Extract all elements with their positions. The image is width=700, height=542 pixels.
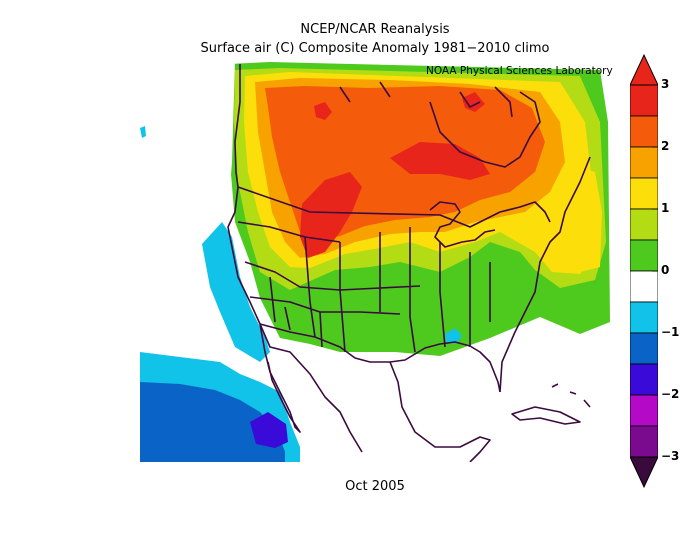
great-lakes [429, 201, 496, 248]
hudson-bay-warm-core [390, 142, 490, 180]
hudson-bay [429, 91, 541, 168]
arctic-warm-spot-2 [462, 92, 485, 112]
gulf-mexico-cool-spot [445, 328, 462, 344]
prairie-warm-core [300, 172, 362, 258]
colorbar-bin-1 [630, 115, 658, 148]
us-mexico-border [259, 323, 390, 363]
anomaly-map [140, 62, 610, 462]
colorbar-bin-8 [630, 332, 658, 365]
atlantic-coast [499, 156, 591, 393]
period-label: Oct 2005 [345, 479, 405, 494]
arctic-islands [339, 81, 513, 118]
colorbar-bin-3 [630, 177, 658, 210]
southeast-islands [551, 383, 591, 408]
colorbar-tick-label: −3 [661, 449, 680, 463]
colorbar-bin-4 [630, 208, 658, 241]
anomaly-region-cyan-bc [140, 126, 146, 138]
colorbar-tick-label: 1 [661, 201, 670, 215]
colorbar-bin-7 [630, 301, 658, 334]
baja-peninsula [259, 323, 301, 433]
anomaly-region-white-caribbean [470, 332, 610, 462]
anomaly-region-blue [140, 382, 285, 462]
west-coastline [227, 64, 363, 453]
colorbar-bin-11 [630, 425, 658, 458]
colorbar-under-arrow [630, 456, 658, 489]
colorbar-tick-label: 3 [661, 77, 670, 91]
anomaly-region-cyan-coast [202, 222, 270, 362]
gulf-coast [389, 341, 501, 393]
colorbar-bin-5 [630, 239, 658, 272]
baja-pacific-cold-core [250, 412, 288, 448]
anomaly-region-white-ocean [140, 62, 235, 262]
state-lines [237, 221, 491, 353]
colorbar-bin-0 [630, 84, 658, 117]
colorbar-bin-2 [630, 146, 658, 179]
map-subtitle: Surface air (C) Composite Anomaly 1981−2… [200, 41, 550, 56]
country-outlines [227, 64, 591, 462]
colorbar-tick-label: 2 [661, 139, 670, 153]
colorbar-tick-label: 0 [661, 263, 670, 277]
anomaly-region-yellow-east [560, 162, 602, 272]
mexico-coast [389, 361, 491, 462]
colorbar [630, 53, 658, 489]
colorbar-tick-label: −2 [661, 387, 680, 401]
source-title: NCEP/NCAR Reanalysis [300, 22, 450, 37]
colorbar-bin-9 [630, 363, 658, 396]
us-canada-border [237, 186, 551, 228]
credit-label: NOAA Physical Sciences Laboratory [426, 65, 613, 77]
arctic-warm-spot [314, 102, 332, 120]
colorbar-bin-10 [630, 394, 658, 427]
colorbar-over-arrow [630, 53, 658, 86]
colorbar-bin-6 [630, 270, 658, 303]
colorbar-tick-label: −1 [661, 325, 680, 339]
anomaly-region-white-west [200, 222, 470, 462]
cuba [511, 406, 581, 425]
